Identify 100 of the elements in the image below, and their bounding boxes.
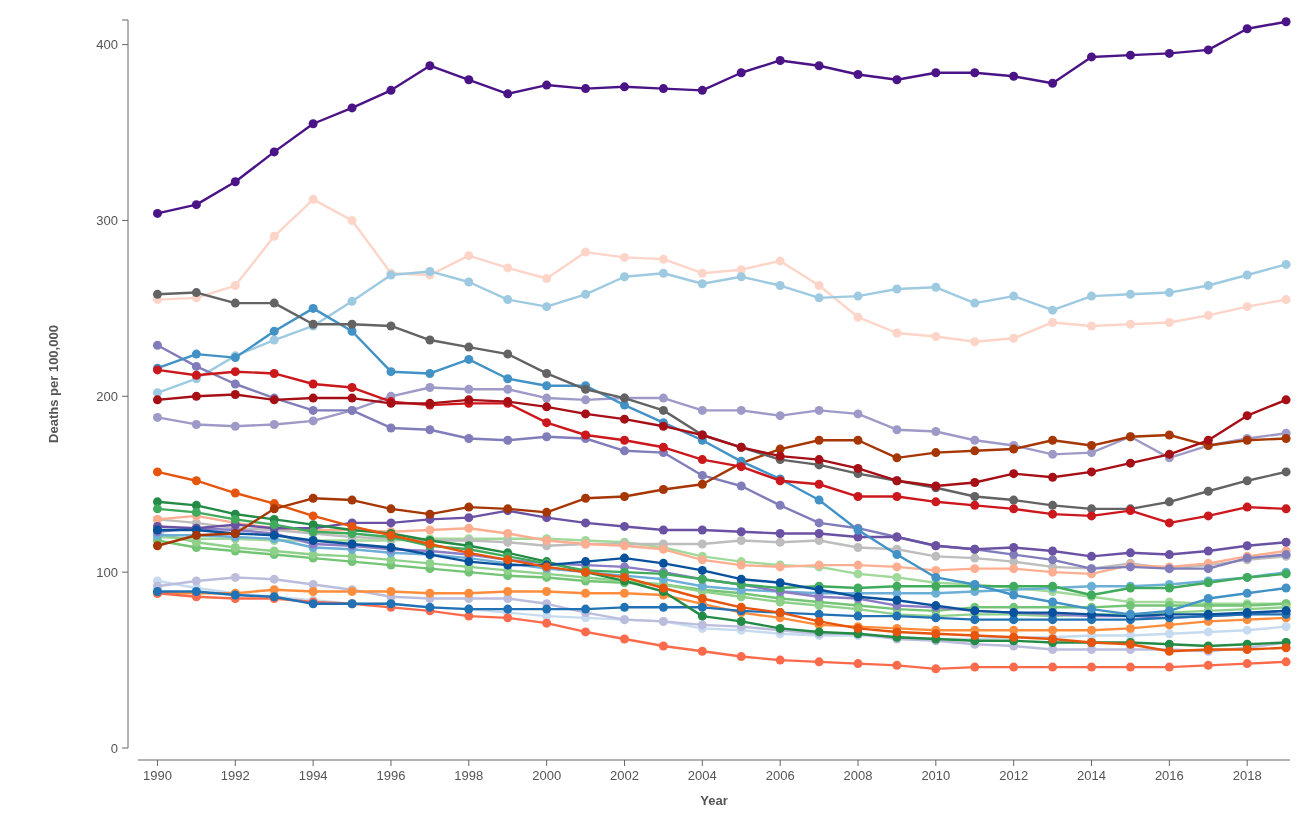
point	[386, 423, 396, 433]
point	[542, 393, 552, 403]
point	[1048, 662, 1058, 672]
point	[931, 68, 941, 78]
point	[1048, 567, 1058, 577]
point	[658, 268, 668, 278]
point	[1164, 518, 1174, 528]
point	[1281, 643, 1291, 653]
point	[464, 354, 474, 364]
point	[1048, 472, 1058, 482]
point	[814, 405, 824, 415]
point	[814, 455, 824, 465]
point	[931, 332, 941, 342]
point	[736, 616, 746, 626]
point	[425, 425, 435, 435]
y-tick-label: 300	[96, 213, 118, 229]
point	[931, 426, 941, 436]
point	[697, 555, 707, 565]
point	[464, 523, 474, 533]
point	[191, 349, 201, 359]
point	[347, 296, 357, 306]
point	[853, 312, 863, 322]
point	[892, 581, 902, 591]
point	[152, 497, 162, 507]
point	[931, 664, 941, 674]
point	[1125, 458, 1135, 468]
point	[386, 504, 396, 514]
point	[1164, 449, 1174, 459]
point	[658, 583, 668, 593]
point	[658, 254, 668, 264]
point	[814, 528, 824, 538]
point	[581, 588, 591, 598]
point	[464, 513, 474, 523]
point	[1203, 660, 1213, 670]
x-tick-label: 2012	[999, 768, 1029, 783]
point	[892, 75, 902, 85]
point	[152, 395, 162, 405]
point	[853, 569, 863, 579]
point	[1009, 291, 1019, 301]
point	[386, 367, 396, 377]
point	[736, 536, 746, 545]
point	[230, 488, 240, 498]
point	[308, 393, 318, 403]
point	[308, 493, 318, 503]
point	[775, 655, 785, 665]
point	[697, 455, 707, 465]
point	[697, 405, 707, 415]
x-tick-label: 2006	[765, 768, 795, 783]
point	[1281, 434, 1291, 444]
point	[386, 587, 396, 596]
point	[697, 611, 707, 621]
point	[697, 85, 707, 95]
point	[1009, 71, 1019, 81]
point	[775, 256, 785, 266]
point	[853, 463, 863, 473]
y-tick-label: 200	[96, 388, 118, 404]
point	[1164, 550, 1174, 560]
point	[1203, 435, 1213, 445]
point	[269, 231, 279, 241]
point	[1164, 629, 1174, 639]
point	[1087, 625, 1097, 635]
point	[1009, 495, 1019, 505]
point	[814, 495, 824, 505]
point	[931, 572, 941, 582]
point	[230, 298, 240, 308]
point	[1009, 564, 1019, 574]
point	[1242, 411, 1252, 421]
point	[230, 390, 240, 400]
point	[191, 391, 201, 401]
point	[230, 281, 240, 291]
point	[619, 414, 629, 424]
point	[425, 558, 435, 568]
point	[853, 70, 863, 80]
point	[853, 435, 863, 445]
point	[464, 342, 474, 352]
point	[1087, 441, 1097, 451]
y-tick-label: 400	[96, 37, 118, 53]
point	[1164, 497, 1174, 507]
point	[892, 453, 902, 463]
point	[814, 435, 824, 445]
point	[736, 68, 746, 78]
point	[269, 335, 279, 345]
point	[1203, 281, 1213, 291]
point	[1087, 52, 1097, 62]
point	[970, 500, 980, 510]
point	[853, 291, 863, 301]
point	[386, 518, 396, 528]
x-tick-label: 2016	[1154, 768, 1184, 783]
point	[775, 578, 785, 588]
point	[1281, 622, 1291, 632]
x-tick-label: 2002	[610, 768, 639, 783]
point	[503, 89, 513, 99]
point	[503, 374, 513, 384]
x-tick-label: 2010	[921, 768, 951, 783]
point	[542, 368, 552, 378]
point	[152, 412, 162, 422]
point	[697, 525, 707, 535]
point	[853, 611, 863, 621]
point	[464, 557, 474, 567]
point	[658, 558, 668, 568]
